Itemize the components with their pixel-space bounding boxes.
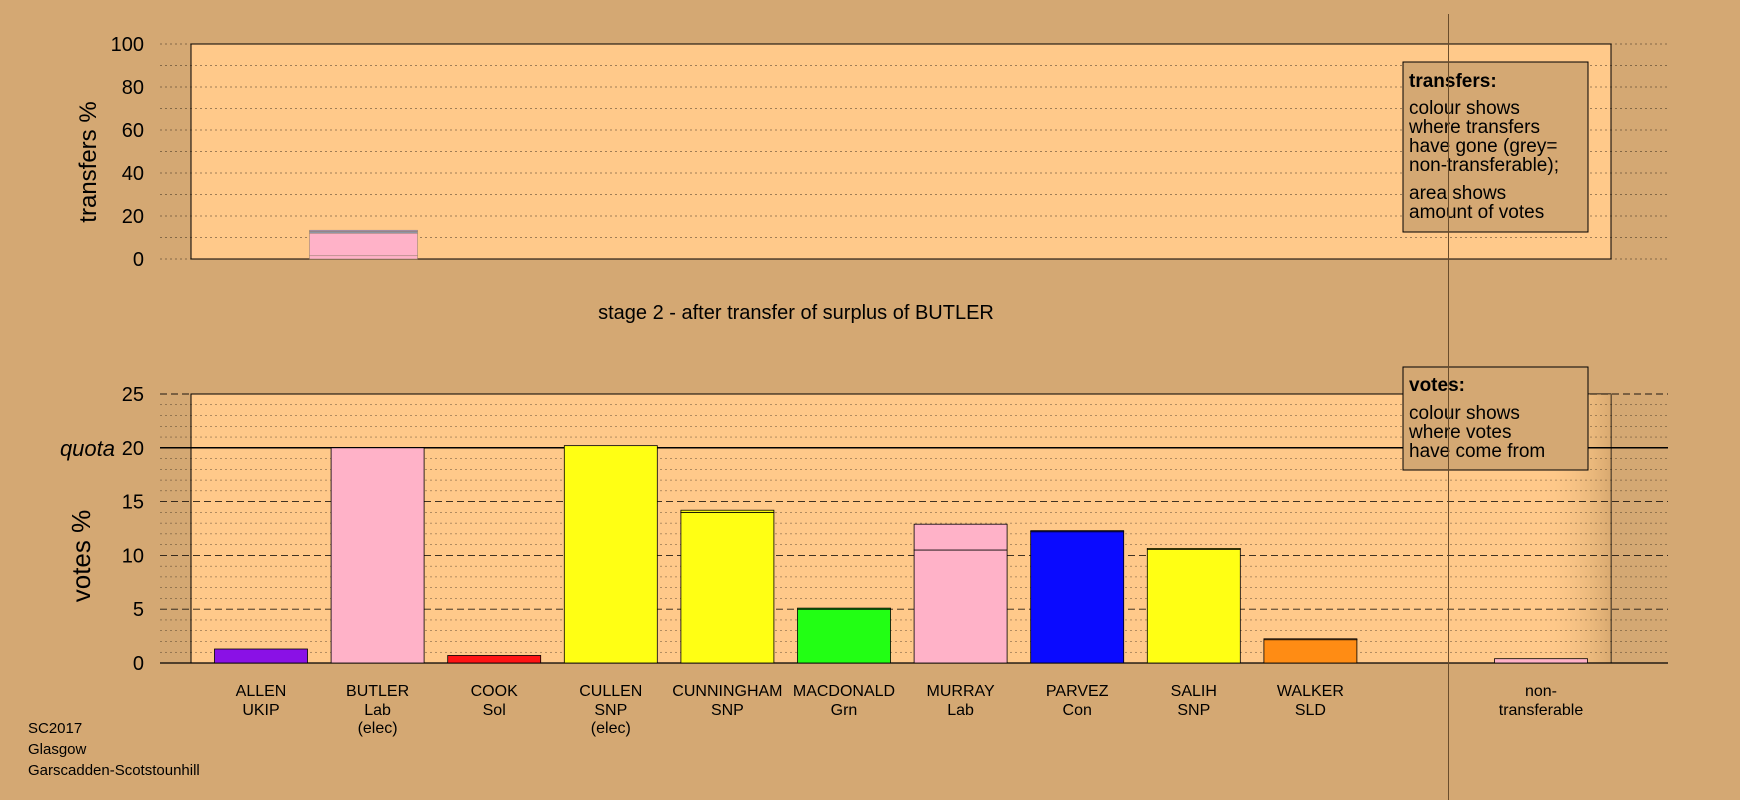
candidate-name: MURRAY xyxy=(927,683,995,700)
transfers-legend: transfers: colour shows where transfers … xyxy=(1402,61,1589,233)
candidate-party: Con xyxy=(1063,702,1092,719)
transfers-legend-heading: transfers: xyxy=(1409,71,1497,92)
candidate-name: CUNNINGHAM xyxy=(672,683,782,700)
candidate-name: PARVEZ xyxy=(1046,683,1109,700)
candidate-bar-segment xyxy=(797,607,891,610)
candidate-bar-segment xyxy=(1146,548,1241,664)
transfers-y-tick-label: 100 xyxy=(111,34,144,56)
votes-legend-line: have come from xyxy=(1409,441,1545,462)
quota-label: quota xyxy=(60,436,115,461)
candidate-bar-segment xyxy=(1263,638,1358,664)
transfer-segment xyxy=(309,255,418,260)
candidate-bar-segment xyxy=(1263,638,1358,641)
votes-bars xyxy=(214,445,1588,664)
candidate-bar-segment xyxy=(680,509,775,513)
candidate-bar-segment xyxy=(563,445,658,664)
candidate-name: BUTLER xyxy=(346,683,409,700)
transfers-panel: 0 20 40 60 80 100 transfers % transfers: colo… xyxy=(75,34,1668,271)
candidate-name: COOK xyxy=(471,683,518,700)
transfers-bars xyxy=(309,229,418,260)
candidate-party: UKIP xyxy=(242,702,279,719)
candidate-status: (elec) xyxy=(358,720,398,737)
transfers-y-tick-label: 0 xyxy=(133,249,144,271)
votes-legend-line: where votes xyxy=(1408,422,1511,443)
votes-plot-area xyxy=(190,393,1612,664)
chart-title: stage 2 - after transfer of surplus of B… xyxy=(598,302,994,324)
candidate-bar-segment xyxy=(447,655,542,664)
candidate-name: WALKER xyxy=(1277,683,1344,700)
candidate-status: (elec) xyxy=(591,720,631,737)
votes-y-tick-label: 25 xyxy=(122,384,144,406)
candidate-bar-segment xyxy=(1030,531,1125,664)
candidate-party: SNP xyxy=(711,702,744,719)
transfers-y-tick-label: 20 xyxy=(122,206,144,228)
transfers-legend-line: amount of votes xyxy=(1409,202,1544,223)
candidate-bar-segment xyxy=(913,549,1008,664)
transfers-legend-line: have gone (grey= xyxy=(1409,136,1557,157)
candidate-bar-segment xyxy=(1146,548,1241,550)
candidate-bar-segment xyxy=(913,523,1008,551)
footer-code: SC2017 xyxy=(28,720,82,737)
transfers-y-ticks: 0 20 40 60 80 100 xyxy=(111,34,144,271)
transfers-y-tick-label: 60 xyxy=(122,120,144,142)
votes-y-ticks: 0 5 10 15 20 25 xyxy=(122,384,144,675)
candidate-party: SLD xyxy=(1295,702,1326,719)
nontransferable-bar xyxy=(1494,658,1588,664)
candidate-party: Sol xyxy=(483,702,506,719)
candidate-bar-segment xyxy=(680,511,775,664)
votes-y-tick-label: 15 xyxy=(122,492,144,514)
footer-ward: Garscadden-Scotstounhill xyxy=(28,762,200,779)
nontransferable-label: transferable xyxy=(1499,702,1584,719)
transfer-segment xyxy=(309,232,418,257)
candidate-name: SALIH xyxy=(1171,683,1217,700)
candidate-party: SNP xyxy=(1177,702,1210,719)
candidate-party: Lab xyxy=(364,702,391,719)
candidate-name: CULLEN xyxy=(579,683,642,700)
candidate-bar-segment xyxy=(797,608,891,664)
candidate-party: Lab xyxy=(947,702,974,719)
votes-y-tick-label: 20 xyxy=(122,438,144,460)
votes-y-axis-label: votes % xyxy=(66,510,96,603)
transfers-y-tick-label: 80 xyxy=(122,77,144,99)
votes-legend-heading: votes: xyxy=(1409,375,1465,396)
candidate-labels: ALLENUKIPBUTLERLab(elec)COOKSolCULLENSNP… xyxy=(236,683,1584,737)
candidate-name: ALLEN xyxy=(236,683,287,700)
transfers-legend-box xyxy=(1402,61,1589,233)
votes-y-tick-label: 10 xyxy=(122,545,144,567)
votes-legend-line: colour shows xyxy=(1409,403,1520,424)
candidate-name: MACDONALD xyxy=(793,683,895,700)
transfer-segment xyxy=(309,231,418,234)
votes-legend-box xyxy=(1402,366,1589,471)
candidate-party: Grn xyxy=(831,702,858,719)
nontransferable-label: non- xyxy=(1525,683,1557,700)
votes-legend: votes: colour shows where votes have com… xyxy=(1402,366,1589,471)
candidate-bar-segment xyxy=(214,648,308,664)
transfers-legend-line: colour shows xyxy=(1409,98,1520,119)
candidate-bar-segment xyxy=(1030,530,1125,533)
transfers-legend-line: area shows xyxy=(1409,183,1506,204)
votes-y-tick-label: 5 xyxy=(133,599,144,621)
candidate-bar-segment xyxy=(330,447,425,664)
votes-y-tick-label: 0 xyxy=(133,653,144,675)
transfers-y-axis-label: transfers % xyxy=(75,101,102,222)
candidate-party: SNP xyxy=(594,702,627,719)
transfers-y-tick-label: 40 xyxy=(122,163,144,185)
transfers-legend-line: where transfers xyxy=(1408,117,1540,138)
transfer-segment xyxy=(309,229,418,232)
transfers-legend-line: non-transferable); xyxy=(1409,155,1559,176)
footer-region: Glasgow xyxy=(28,741,87,758)
